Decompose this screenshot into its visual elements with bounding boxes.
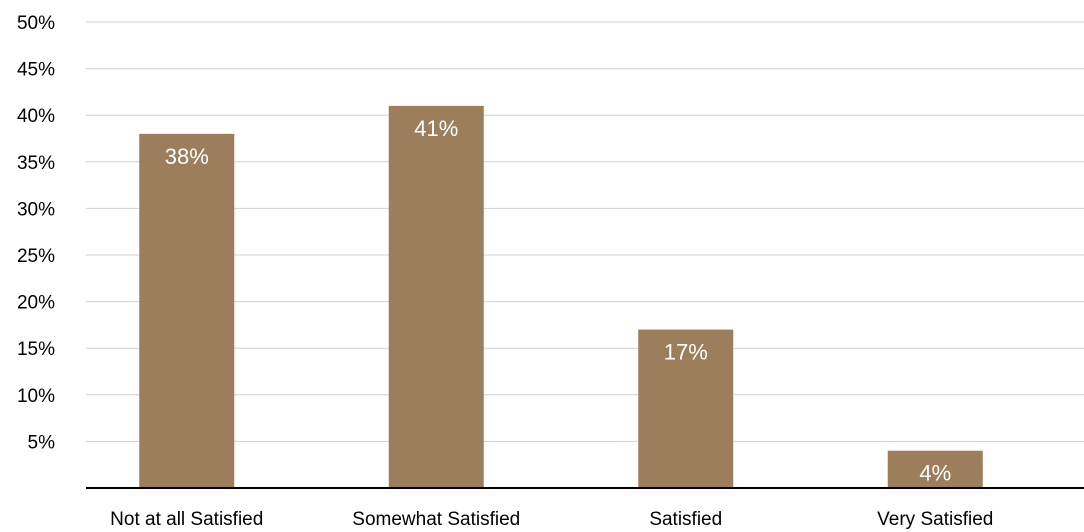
y-tick-label: 10% — [17, 386, 55, 407]
y-tick-label: 30% — [17, 199, 55, 220]
data-label: 4% — [919, 461, 951, 486]
gridlines — [86, 22, 1084, 441]
y-tick-label: 20% — [17, 293, 55, 314]
y-tick-label: 50% — [17, 13, 55, 34]
category-label: Very Satisfied — [877, 509, 993, 530]
y-tick-label: 15% — [17, 339, 55, 360]
category-label: Somewhat Satisfied — [352, 509, 520, 530]
data-labels: 38% 41% 17% 4% — [165, 116, 951, 486]
bar — [139, 134, 234, 488]
category-label: Satisfied — [649, 509, 722, 530]
category-label: Not at all Satisfied — [110, 509, 263, 530]
y-tick-label: 5% — [28, 432, 56, 453]
y-tick-label: 35% — [17, 153, 55, 174]
category-labels: Not at all Satisfied Somewhat Satisfied Sa… — [110, 509, 993, 530]
data-label: 38% — [165, 144, 209, 169]
y-tick-label: 25% — [17, 246, 55, 267]
data-label: 41% — [414, 116, 458, 141]
bars — [139, 106, 983, 488]
data-label: 17% — [664, 340, 708, 365]
y-axis-tick-labels: 5% 10% 15% 20% 25% 30% 35% 40% 45% 50% — [17, 13, 55, 453]
y-tick-label: 45% — [17, 60, 55, 81]
bar — [389, 106, 484, 488]
y-tick-label: 40% — [17, 106, 55, 127]
